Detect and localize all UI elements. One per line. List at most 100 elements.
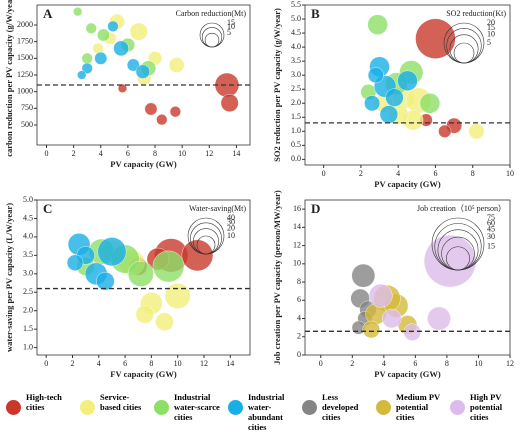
legend-item: Service-based cities <box>74 392 148 433</box>
legend: High-tech cities Service-based cities Indu… <box>0 392 520 433</box>
legend-item: Less developed cities <box>296 392 370 433</box>
size-legend-label: 30 <box>487 232 495 241</box>
bubble <box>126 58 140 72</box>
y-tick-label: 16 <box>293 204 301 213</box>
y-tick-label: 0.5 <box>291 140 301 149</box>
y-tick-label: 4 <box>297 313 301 322</box>
x-tick-label: 10 <box>474 359 482 368</box>
x-tick-label: 0 <box>44 359 48 368</box>
size-legend-label: 45 <box>487 225 495 234</box>
bubble <box>152 250 185 283</box>
y-tick-label: 1250 <box>17 70 33 79</box>
x-tick-label: 2 <box>72 149 76 158</box>
legend-swatch <box>80 400 95 415</box>
x-tick-label: 6 <box>433 169 437 178</box>
size-legend-label: 15 <box>487 242 495 251</box>
x-tick-label: 12 <box>200 359 208 368</box>
legend-label: High PV potential cities <box>470 392 503 422</box>
bubble <box>97 237 127 267</box>
size-legend-label: 5 <box>487 38 491 47</box>
size-legend-label: 10 <box>487 30 495 39</box>
x-tick-label: 4 <box>382 359 386 368</box>
legend-swatch <box>228 400 243 415</box>
x-tick-label: 8 <box>471 169 475 178</box>
bubble <box>155 312 174 331</box>
legend-swatch <box>154 400 169 415</box>
bubble <box>415 18 456 59</box>
plot-frame <box>36 199 251 356</box>
size-legend-label: 75 <box>487 213 495 222</box>
legend-item: Industrial water-abundant cities <box>222 392 296 433</box>
y-tick-label: 3.5 <box>291 56 301 65</box>
bubble <box>379 105 399 124</box>
y-tick-label: 750 <box>21 103 33 112</box>
bubble <box>127 260 154 287</box>
x-axis-label: PV capacity (GW) <box>374 369 441 379</box>
x-tick-label: 0 <box>44 149 48 158</box>
plot-frame <box>304 4 511 166</box>
y-tick-label: 0.0 <box>291 154 301 163</box>
bubble <box>164 283 191 309</box>
y-tick-label: 3.5 <box>23 250 33 259</box>
bubble <box>156 114 168 126</box>
size-legend-title: Water-saving(Mt) <box>189 204 246 213</box>
bubble <box>144 102 158 116</box>
size-legend-label: 10 <box>227 22 235 31</box>
y-tick-label: 3.0 <box>291 70 301 79</box>
size-legend-label: 10 <box>227 231 235 240</box>
bubble <box>66 254 84 271</box>
x-tick-label: 2 <box>359 169 363 178</box>
x-tick-label: 8 <box>149 359 153 368</box>
size-legend-label: 40 <box>227 213 235 222</box>
bubble <box>382 308 402 329</box>
y-tick-label: 0 <box>297 350 301 359</box>
x-tick-label: 2 <box>350 359 354 368</box>
size-legend-label: 60 <box>487 218 495 227</box>
legend-label: Industrial water-abundant cities <box>248 392 285 432</box>
y-tick-label: 4.0 <box>23 232 33 241</box>
y-tick-label: 4.0 <box>291 42 301 51</box>
x-axis-label: PV capacity (GW) <box>110 159 177 169</box>
bubble <box>85 22 97 34</box>
plot-frame <box>304 199 511 356</box>
x-tick-label: 14 <box>232 149 240 158</box>
size-legend-title: Carbon reduction(Mt) <box>176 9 247 18</box>
size-legend-label: 15 <box>227 18 235 27</box>
x-tick-label: 10 <box>178 149 186 158</box>
x-axis-label: PV capacity (GW) <box>374 179 441 189</box>
bubble <box>73 7 83 17</box>
legend-swatch <box>6 400 21 415</box>
size-legend-title: Job creation（10⁵ person） <box>417 204 506 213</box>
bubble <box>427 306 451 331</box>
legend-swatch <box>450 400 465 415</box>
size-legend-label: 20 <box>227 223 235 232</box>
size-legend-circle <box>449 34 479 64</box>
x-tick-label: 12 <box>205 149 213 158</box>
x-tick-label: 10 <box>506 169 514 178</box>
bubble <box>368 283 393 308</box>
size-legend-label: 30 <box>227 218 235 227</box>
legend-label: High-tech cities <box>26 392 62 412</box>
y-tick-label: 5.0 <box>23 195 33 204</box>
y-tick-label: 1.5 <box>23 324 33 333</box>
legend-item: High PV potential cities <box>444 392 518 433</box>
bubble <box>81 52 93 64</box>
panel-letter: A <box>43 6 53 21</box>
y-axis-label: SO2 reduction per PV capacity (g/W/year) <box>272 8 282 162</box>
legend-item: Industrial water-scarce cities <box>148 392 222 433</box>
y-axis-label: water-saving per PV capacity (L/W/year) <box>4 203 14 352</box>
bubble <box>168 57 185 73</box>
size-legend-circle <box>199 22 225 48</box>
bubble <box>385 88 404 107</box>
y-tick-label: 2.0 <box>23 306 33 315</box>
panel-letter: D <box>311 201 320 216</box>
bubble <box>214 72 240 98</box>
y-tick-label: 4.5 <box>291 28 301 37</box>
size-legend-title: SO2 reduction(Kt) <box>446 9 506 18</box>
size-legend-circle <box>204 32 220 48</box>
size-legend-circle <box>453 42 475 64</box>
y-tick-label: 2 <box>297 332 301 341</box>
y-tick-label: 1750 <box>17 36 33 45</box>
bubble <box>438 124 452 138</box>
